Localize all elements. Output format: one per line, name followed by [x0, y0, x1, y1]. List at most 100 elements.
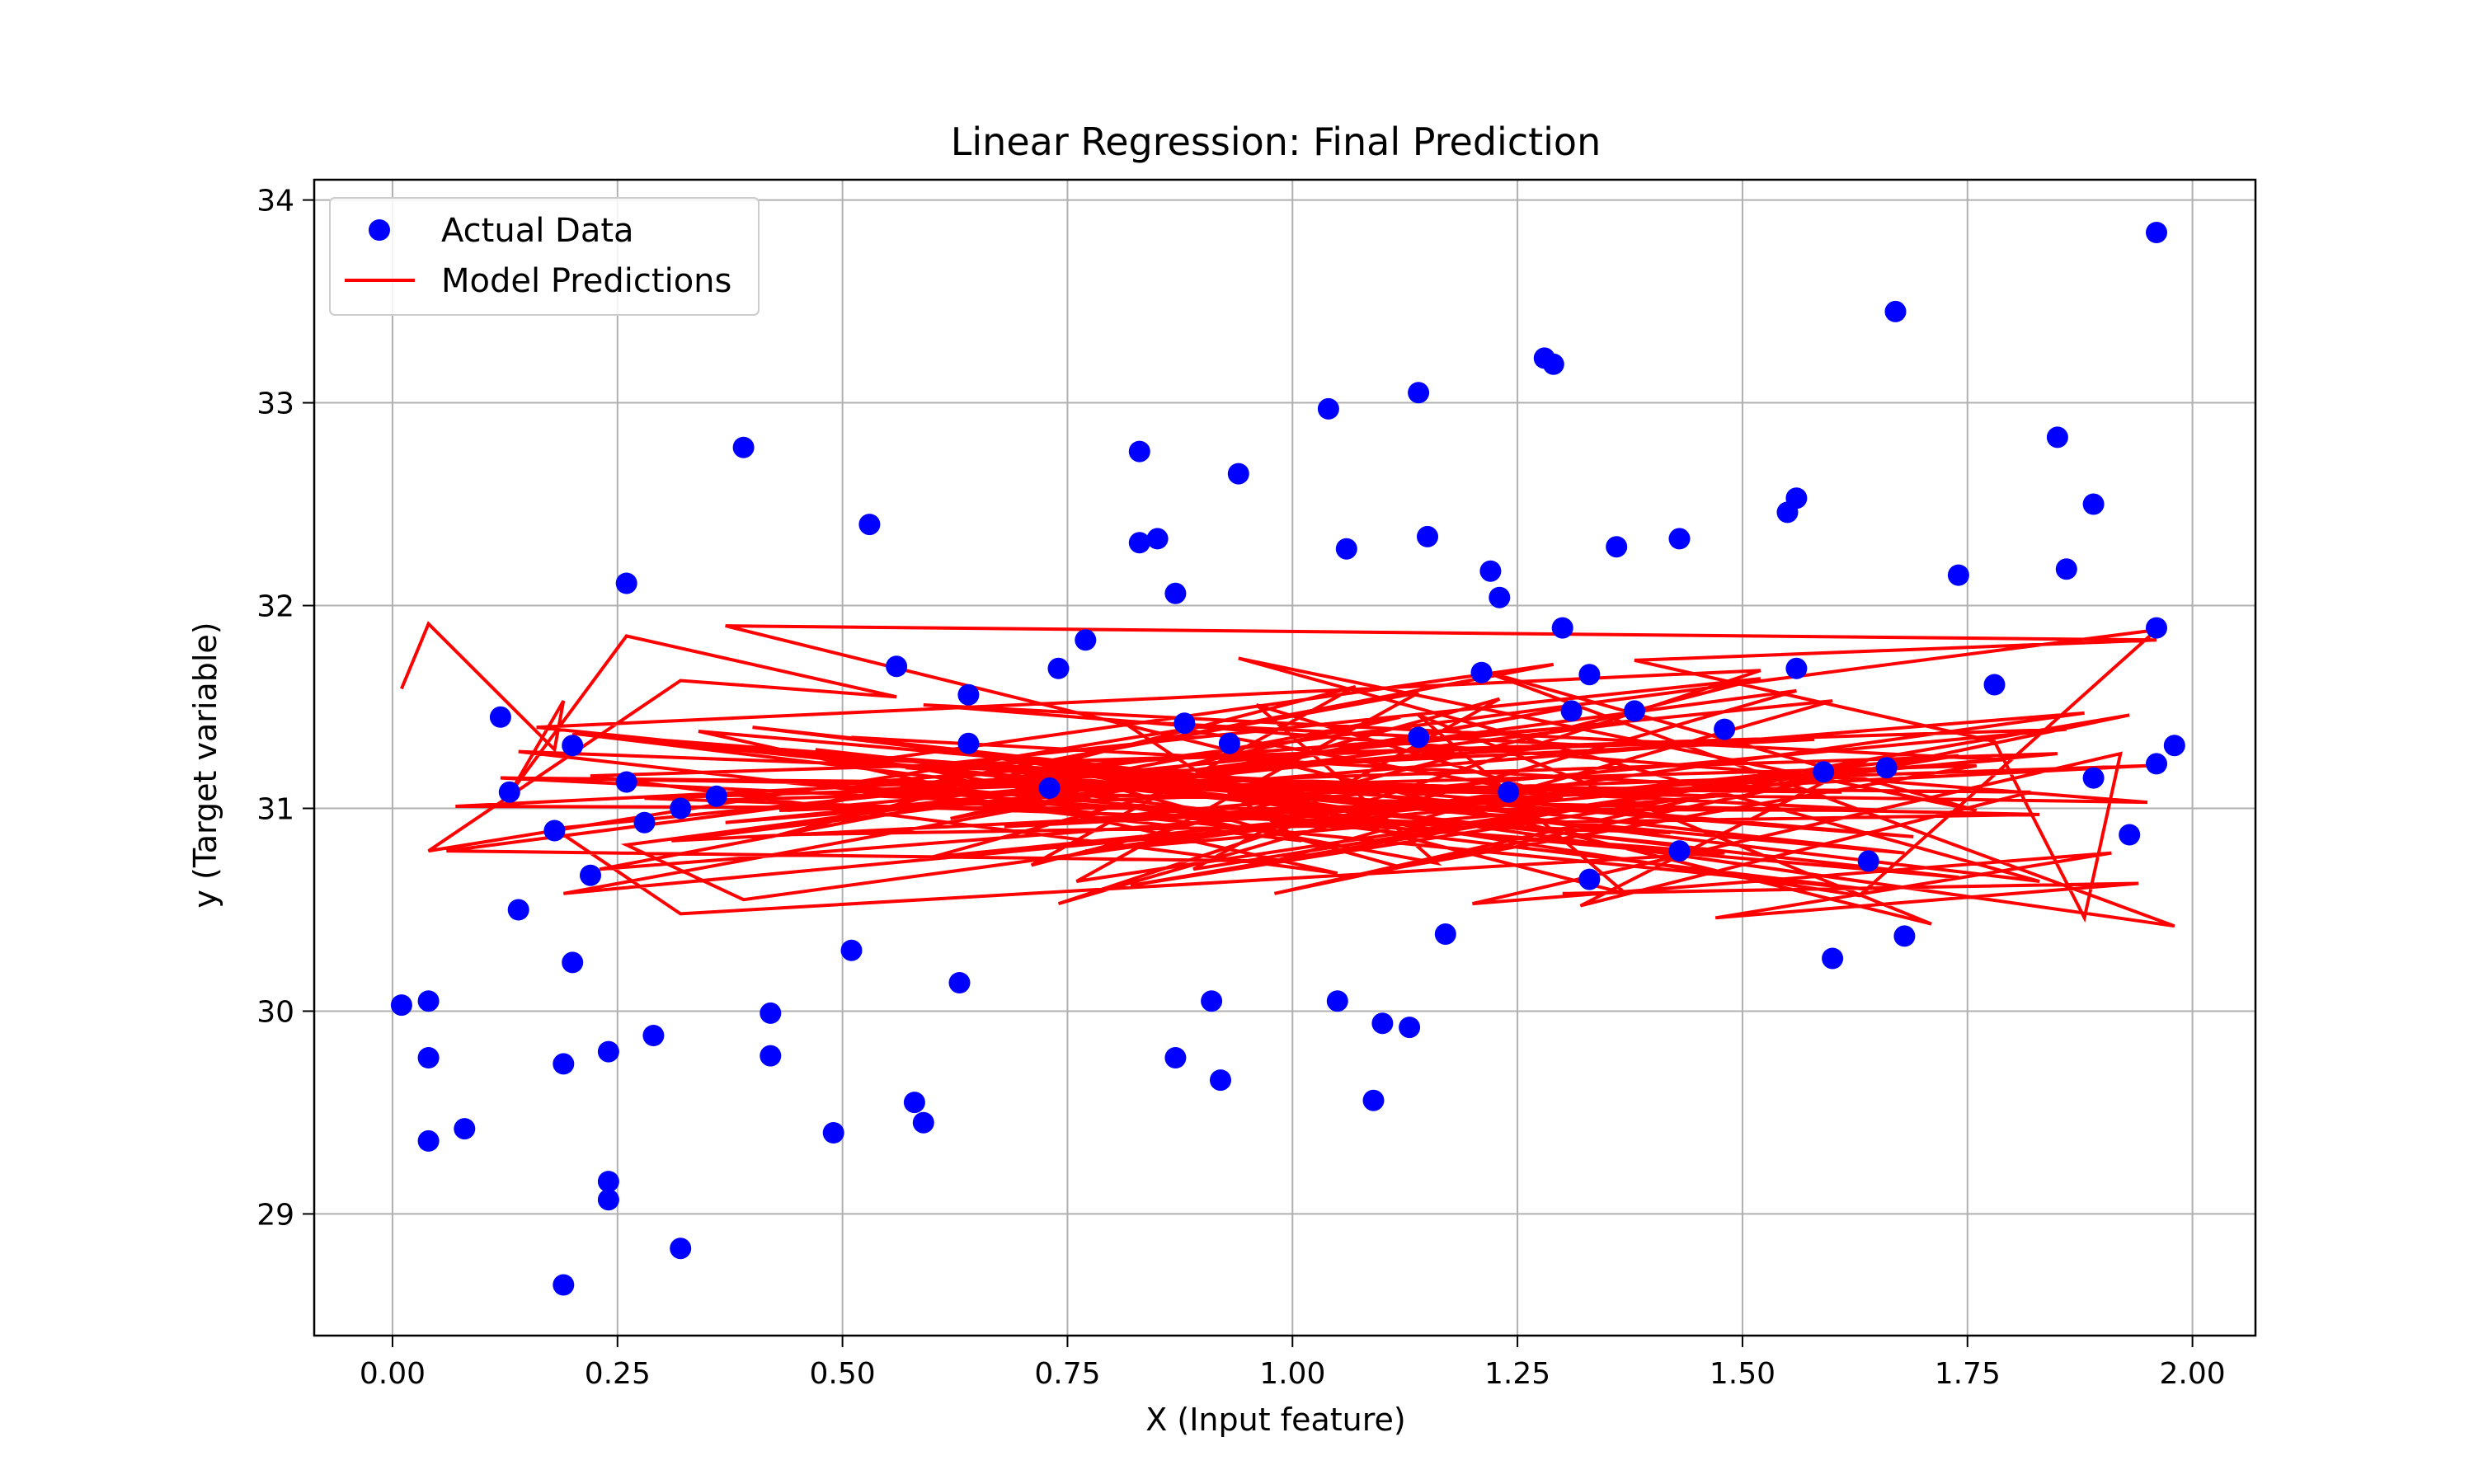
data-point — [1317, 397, 1339, 420]
data-point — [2146, 222, 2167, 243]
prediction-line-layer — [400, 621, 2175, 928]
grid-lines — [314, 180, 2255, 1336]
data-point — [562, 735, 584, 757]
data-point — [633, 811, 656, 834]
data-point — [1128, 532, 1150, 554]
x-tick-label: 1.50 — [1710, 1357, 1776, 1391]
data-point — [498, 781, 520, 803]
data-point — [886, 655, 908, 678]
y-axis-title: y (Target variable) — [187, 622, 223, 908]
data-point — [1785, 657, 1808, 679]
data-point — [1399, 1017, 1421, 1039]
data-point — [1606, 536, 1628, 558]
data-point — [562, 951, 584, 974]
data-point — [454, 1118, 476, 1140]
data-point — [1075, 629, 1097, 651]
data-point — [1542, 353, 1564, 375]
data-point — [1857, 850, 1879, 872]
data-point — [1417, 525, 1438, 547]
data-point — [903, 1092, 925, 1114]
data-point — [1408, 382, 1430, 404]
data-point — [2082, 767, 2105, 789]
data-point — [553, 1053, 575, 1075]
data-point — [1947, 564, 1969, 586]
y-tick-label: 31 — [256, 792, 294, 826]
data-point — [507, 899, 529, 921]
data-point — [553, 1274, 575, 1296]
x-tick-label: 1.25 — [1484, 1357, 1550, 1391]
data-point — [1408, 726, 1430, 749]
data-point — [760, 1002, 782, 1024]
data-point — [858, 514, 881, 536]
data-point — [760, 1045, 782, 1067]
data-point — [1174, 712, 1196, 735]
data-point — [597, 1171, 619, 1193]
data-point — [1668, 528, 1691, 550]
data-point — [1813, 761, 1835, 783]
data-point — [1201, 990, 1223, 1012]
y-tick-label: 33 — [256, 387, 294, 421]
x-tick-label: 0.25 — [585, 1357, 651, 1391]
y-tick-label: 34 — [256, 185, 294, 218]
data-point — [822, 1122, 844, 1144]
data-point — [1560, 700, 1583, 722]
data-point — [957, 683, 980, 706]
data-point — [1146, 528, 1169, 550]
x-tick-label: 1.75 — [1935, 1357, 2001, 1391]
data-point — [580, 864, 601, 886]
data-point — [2119, 824, 2141, 846]
data-point — [957, 732, 980, 754]
data-point — [1551, 617, 1573, 639]
data-point — [1227, 463, 1249, 485]
x-tick-label: 0.75 — [1034, 1357, 1100, 1391]
data-point — [2163, 735, 2185, 757]
data-point — [670, 1237, 692, 1260]
data-point — [1434, 923, 1456, 945]
x-axis-title: X (Input feature) — [1145, 1402, 1405, 1438]
data-point — [489, 706, 511, 728]
legend-marker-actual-data — [369, 219, 390, 241]
y-tick-label: 32 — [256, 590, 294, 624]
data-point — [1326, 990, 1348, 1012]
data-point — [1498, 781, 1520, 803]
data-point — [1822, 947, 1844, 970]
data-points-layer — [390, 222, 2185, 1296]
data-point — [1371, 1012, 1394, 1035]
data-point — [1128, 440, 1150, 463]
data-point — [1785, 487, 1808, 510]
data-point — [1668, 840, 1691, 862]
data-point — [912, 1111, 934, 1134]
legend-label-model-predictions: Model Predictions — [441, 262, 731, 300]
data-point — [1578, 664, 1601, 686]
data-point — [1624, 700, 1645, 722]
data-point — [390, 994, 412, 1017]
data-point — [615, 572, 637, 594]
data-point — [642, 1025, 665, 1046]
y-tick-label: 30 — [256, 995, 294, 1029]
x-tick-label: 2.00 — [2160, 1357, 2226, 1391]
y-tick-label: 29 — [256, 1198, 294, 1232]
data-point — [597, 1040, 619, 1063]
data-point — [417, 990, 440, 1012]
data-point — [543, 819, 566, 842]
data-point — [2082, 493, 2105, 515]
axis-ticks: 0.00 0.25 0.50 0.75 1.00 1.25 1.50 1.75 2.00 29 30… — [256, 185, 2225, 1391]
data-point — [1489, 586, 1511, 608]
data-point — [615, 771, 637, 793]
x-tick-label: 1.00 — [1259, 1357, 1325, 1391]
legend-box — [329, 197, 760, 316]
plot-frame — [313, 178, 2257, 1337]
x-tick-label: 0.50 — [810, 1357, 876, 1391]
data-point — [732, 436, 755, 458]
chart-title: Linear Regression: Final Prediction — [951, 120, 1601, 164]
data-point — [948, 972, 971, 993]
data-point — [670, 797, 692, 819]
data-point — [705, 785, 727, 807]
data-point — [417, 1129, 440, 1152]
data-point — [1038, 777, 1061, 799]
data-point — [1884, 300, 1907, 322]
data-point — [1578, 868, 1601, 890]
data-point — [2146, 753, 2167, 775]
